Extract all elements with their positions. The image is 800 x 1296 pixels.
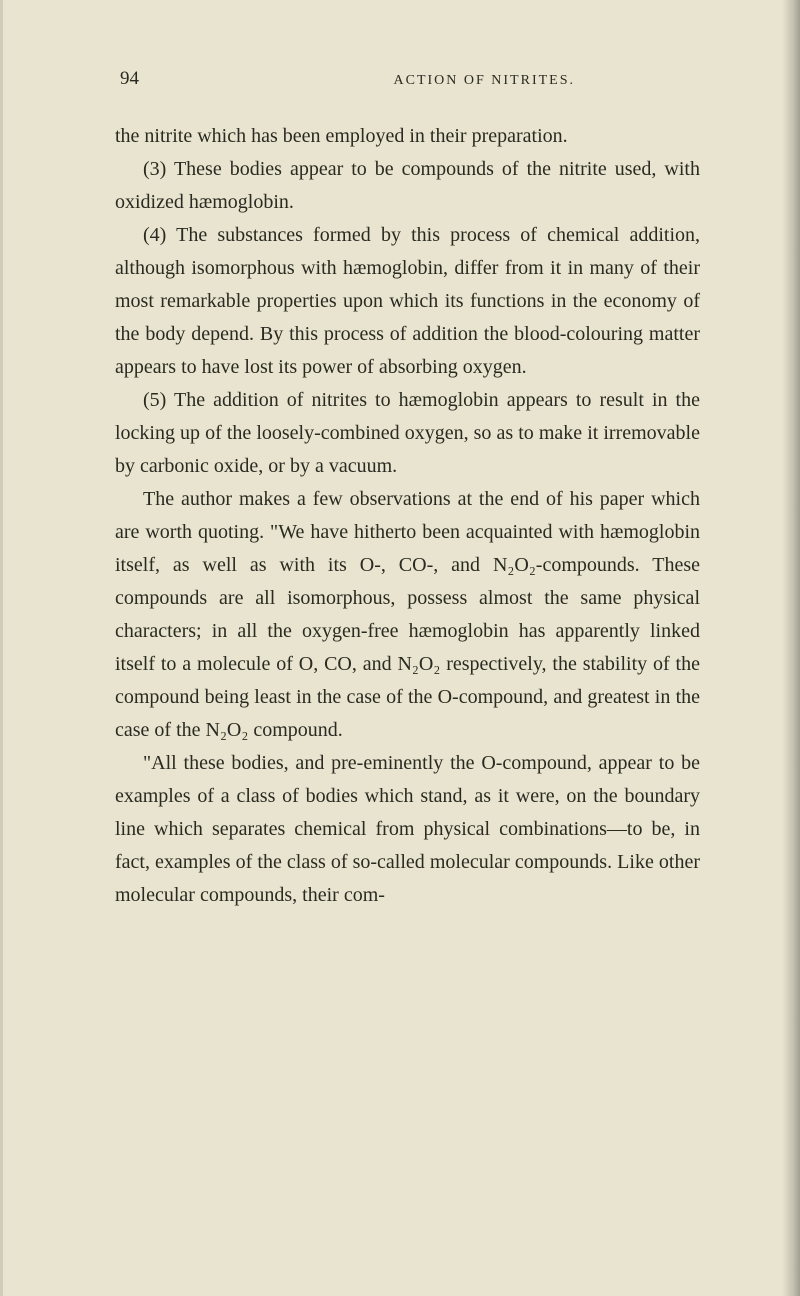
- page-number: 94: [120, 68, 139, 90]
- paragraph: The author makes a few observations at t…: [115, 483, 700, 747]
- body-text: the nitrite which has been employed in t…: [115, 120, 700, 912]
- page-header: 94 ACTION OF NITRITES.: [115, 68, 700, 90]
- running-title: ACTION OF NITRITES.: [394, 73, 576, 89]
- page-shadow-left: [0, 0, 3, 1296]
- paragraph: (3) These bodies appear to be compounds …: [115, 153, 700, 219]
- paragraph: (5) The addition of nitrites to hæmoglob…: [115, 384, 700, 483]
- page-container: 94 ACTION OF NITRITES. the nitrite which…: [0, 0, 800, 1296]
- paragraph: the nitrite which has been employed in t…: [115, 120, 700, 153]
- paragraph: (4) The substances formed by this proces…: [115, 219, 700, 384]
- paragraph: "All these bodies, and pre-eminently the…: [115, 747, 700, 912]
- page-shadow-right: [782, 0, 800, 1296]
